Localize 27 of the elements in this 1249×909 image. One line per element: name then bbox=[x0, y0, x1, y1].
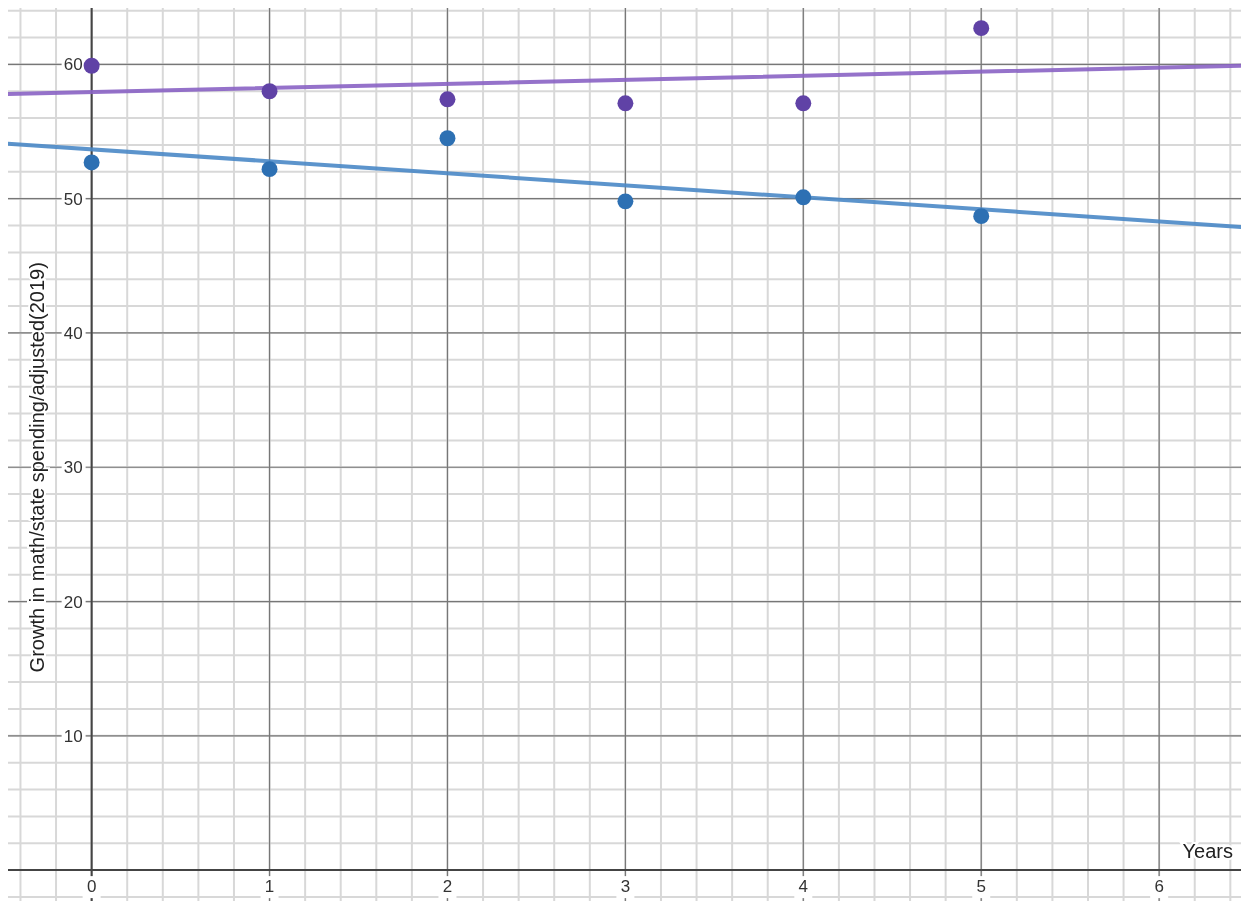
y-tick-label: 50 bbox=[63, 189, 83, 209]
point bbox=[617, 95, 634, 112]
point bbox=[439, 91, 456, 108]
y-tick-label: 40 bbox=[63, 323, 83, 343]
x-tick-label: 3 bbox=[620, 877, 631, 897]
x-tick-label: 2 bbox=[442, 877, 453, 897]
x-axis-title: Years bbox=[1182, 840, 1233, 863]
point bbox=[795, 189, 812, 206]
point bbox=[261, 83, 278, 100]
point bbox=[617, 193, 634, 210]
point bbox=[439, 130, 456, 147]
point bbox=[261, 161, 278, 178]
y-tick-label: 20 bbox=[63, 592, 83, 612]
point bbox=[83, 154, 100, 171]
x-tick-label: 6 bbox=[1154, 877, 1164, 897]
y-tick-label: 30 bbox=[63, 458, 83, 478]
x-tick-label: 0 bbox=[86, 877, 97, 897]
x-tick-label: 1 bbox=[264, 877, 275, 897]
x-tick-label: 4 bbox=[798, 877, 809, 897]
point bbox=[973, 20, 990, 37]
y-tick-label: 60 bbox=[63, 55, 83, 75]
point bbox=[795, 95, 812, 112]
point bbox=[83, 57, 100, 74]
x-tick-label: 5 bbox=[976, 877, 986, 897]
y-tick-label: 10 bbox=[63, 726, 83, 746]
y-axis-title: Growth in math/state spending/adjusted(2019) bbox=[25, 262, 48, 673]
point bbox=[973, 208, 990, 225]
